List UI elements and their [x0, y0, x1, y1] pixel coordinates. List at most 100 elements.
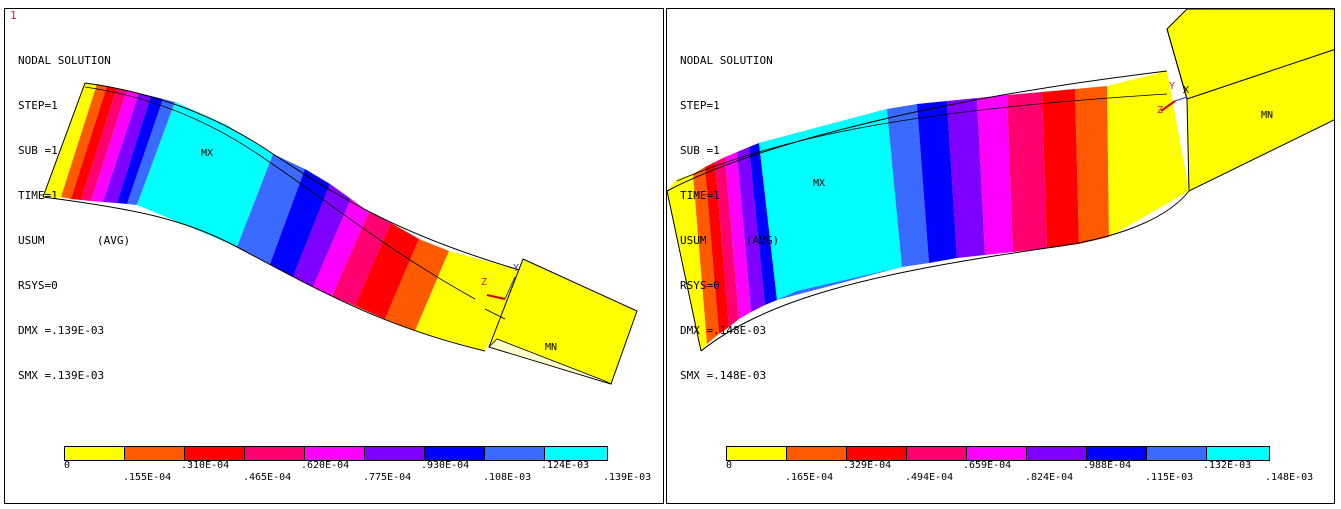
- legend-label: .494E-04: [905, 472, 954, 483]
- contour-band: [759, 109, 902, 300]
- beam-outline: [667, 70, 1190, 352]
- contour-band: [737, 147, 765, 312]
- contour-band: [947, 98, 985, 258]
- triad-z-label: Z: [1157, 105, 1163, 116]
- legend-label: .310E-04: [181, 460, 230, 471]
- usum-row: USUM (AVG): [18, 234, 131, 247]
- smx: SMX =.148E-03: [680, 369, 767, 382]
- legend-swatch: [305, 447, 365, 460]
- contour-band: [117, 96, 163, 204]
- legend-label: .165E-04: [785, 472, 834, 483]
- usum-row: USUM (AVG): [680, 234, 780, 247]
- contour-band: [1042, 89, 1079, 248]
- legend-swatch: [365, 447, 425, 460]
- legend-label: .148E-03: [1265, 472, 1314, 483]
- step: STEP=1: [18, 99, 58, 112]
- time: TIME=1: [18, 189, 58, 202]
- fe-model-plot: Y X Z MX MN: [667, 9, 1334, 352]
- legend-swatch: [787, 447, 847, 460]
- contour-band: [270, 169, 330, 277]
- legend-label: .775E-04: [363, 472, 412, 483]
- legend-swatch: [1207, 447, 1269, 460]
- contour-band: [313, 199, 369, 296]
- legend-label: .139E-03: [603, 472, 652, 483]
- legend-label: 0: [64, 460, 71, 471]
- legend-label: .108E-03: [483, 472, 532, 483]
- legend-swatch: [245, 447, 305, 460]
- legend-label: .659E-04: [963, 460, 1012, 471]
- legend-label: .115E-03: [1145, 472, 1194, 483]
- max-marker: MX: [813, 178, 825, 189]
- legend-swatch: [65, 447, 125, 460]
- legend-label: .930E-04: [421, 460, 470, 471]
- window-number: 1: [10, 9, 17, 22]
- legend-label: .824E-04: [1025, 472, 1074, 483]
- contour-band: [43, 83, 97, 197]
- contour-band: [237, 154, 305, 264]
- legend-swatch: [907, 447, 967, 460]
- contour-band: [917, 101, 957, 263]
- contour-band: [715, 157, 739, 327]
- avg: (AVG): [746, 234, 780, 247]
- title: NODAL SOLUTION: [680, 54, 773, 67]
- legend-label: .329E-04: [843, 460, 892, 471]
- plot-window-1[interactable]: 1 Z Y MX MN NODAL SOLUTI: [4, 8, 664, 504]
- contour-band: [677, 174, 707, 351]
- smx: SMX =.139E-03: [18, 369, 105, 382]
- legend-label: .155E-04: [123, 472, 172, 483]
- legend-label: .132E-03: [1203, 460, 1252, 471]
- contour-band: [705, 162, 729, 334]
- avg: (AVG): [97, 234, 131, 247]
- legend-label: .988E-04: [1083, 460, 1132, 471]
- contour-band: [332, 212, 391, 306]
- min-marker: MN: [545, 342, 557, 353]
- rsys: RSYS=0: [18, 279, 58, 292]
- contour-band: [61, 84, 107, 199]
- contour-band: [725, 152, 751, 319]
- fe-model-plot: Z Y MX MN: [42, 82, 638, 385]
- beam-outline: [42, 82, 524, 352]
- end-block: [1166, 9, 1334, 192]
- dmx: DMX =.148E-03: [680, 324, 767, 337]
- rsys: RSYS=0: [680, 279, 720, 292]
- solution-info: NODAL SOLUTION STEP=1 SUB =1 TIME=1 USUM…: [18, 23, 131, 413]
- legend-swatch: [847, 447, 907, 460]
- legend-label: .465E-04: [243, 472, 292, 483]
- legend-swatch: [1147, 447, 1207, 460]
- contour-band: [415, 251, 523, 351]
- time: TIME=1: [680, 189, 720, 202]
- legend-swatch: [545, 447, 607, 460]
- contour-band: [1107, 71, 1189, 237]
- legend-label: .124E-03: [541, 460, 590, 471]
- legend-swatch: [125, 447, 185, 460]
- contour-band: [693, 167, 719, 344]
- legend-swatch: [727, 447, 787, 460]
- title: NODAL SOLUTION: [18, 54, 111, 67]
- solution-info: NODAL SOLUTION STEP=1 SUB =1 TIME=1 USUM…: [680, 23, 780, 413]
- contour-legend: [726, 446, 1270, 461]
- legend-swatch: [1087, 447, 1147, 460]
- triad-x-label: X: [1183, 85, 1189, 96]
- contour-legend: [64, 446, 608, 461]
- contour-band: [1075, 86, 1109, 244]
- contour-band: [1007, 92, 1047, 252]
- contour-band: [103, 93, 151, 203]
- contour-band: [81, 88, 127, 201]
- legend-swatch: [185, 447, 245, 460]
- legend-swatch: [967, 447, 1027, 460]
- contour-band: [355, 223, 419, 319]
- sub: SUB =1: [680, 144, 720, 157]
- contour-band: [749, 143, 777, 305]
- contour-band: [91, 90, 139, 202]
- legend-swatch: [485, 447, 545, 460]
- dmx: DMX =.139E-03: [18, 324, 105, 337]
- contour-band: [385, 239, 449, 331]
- sub: SUB =1: [18, 144, 58, 157]
- step: STEP=1: [680, 99, 720, 112]
- min-marker: MN: [1261, 110, 1273, 121]
- contour-band: [71, 86, 117, 200]
- contour-band: [127, 99, 175, 205]
- triad-y-label: Y: [513, 263, 519, 274]
- plot-window-2[interactable]: Y X Z MX MN NODAL SOLUTION STEP=1 SUB =1…: [666, 8, 1335, 504]
- legend-label: .620E-04: [301, 460, 350, 471]
